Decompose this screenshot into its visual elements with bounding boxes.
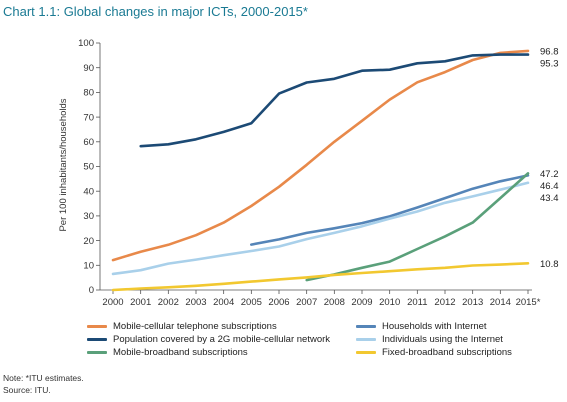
legend-label-households-internet: Households with Internet <box>382 320 487 332</box>
y-axis-label: Per 100 inhabitants/households <box>58 98 69 231</box>
legend-label-mobile-broadband: Mobile-broadband subscriptions <box>113 346 248 358</box>
y-tick-label: 100 <box>78 38 94 49</box>
legend-swatch-mobile-cellular <box>87 324 107 328</box>
legend-item-2g-coverage: Population covered by a 2G mobile-cellul… <box>87 332 330 346</box>
legend-item-households-internet: Households with Internet <box>356 319 487 333</box>
y-tick-label: 70 <box>83 112 94 123</box>
x-tick-label: 2014 <box>490 297 511 308</box>
x-tick-label: 2013 <box>462 297 483 308</box>
end-value-label: 46.4 <box>540 181 559 192</box>
y-tick-label: 20 <box>83 236 94 247</box>
series-line-0 <box>111 49 530 262</box>
x-tick-label: 2004 <box>213 297 234 308</box>
end-value-label: 47.2 <box>540 169 559 180</box>
legend-item-fixed-broadband: Fixed-broadband subscriptions <box>356 345 512 359</box>
x-tick-label: 2002 <box>158 297 179 308</box>
y-axis: 0 10 20 30 40 50 60 70 80 90 100 <box>78 38 101 296</box>
x-tick-label: 2011 <box>407 297 427 308</box>
end-value-label: 43.4 <box>540 193 559 204</box>
legend-label-mobile-cellular: Mobile-cellular telephone subscriptions <box>113 320 277 332</box>
legend-label-fixed-broadband: Fixed-broadband subscriptions <box>382 346 512 358</box>
chart-note: Note: *ITU estimates. <box>3 373 84 383</box>
series-line-3 <box>111 181 530 276</box>
series-line-4 <box>305 172 530 282</box>
x-tick-label: 2009 <box>351 297 372 308</box>
chart-source: Source: ITU. <box>3 385 51 395</box>
x-tick-label: 2015* <box>516 297 541 308</box>
y-tick-label: 30 <box>83 211 94 222</box>
y-tick-label: 80 <box>83 88 94 99</box>
x-tick-label: 2001 <box>130 297 151 308</box>
y-tick-label: 60 <box>83 137 94 148</box>
end-labels: 96.895.3 47.246.443.4 10.8 <box>540 46 559 269</box>
series-line-2 <box>250 174 530 246</box>
end-value-label: 96.8 <box>540 46 559 57</box>
legend-label-individuals-internet: Individuals using the Internet <box>382 333 503 345</box>
line-chart: Per 100 inhabitants/households 0 10 20 30 40… <box>58 38 559 308</box>
legend-item-mobile-broadband: Mobile-broadband subscriptions <box>87 345 248 359</box>
x-tick-label: 2005 <box>241 297 262 308</box>
x-tick-label: 2008 <box>324 297 345 308</box>
y-tick-label: 0 <box>89 285 94 296</box>
chart-title: Chart 1.1: Global changes in major ICTs,… <box>3 4 308 19</box>
y-tick-label: 10 <box>83 261 94 272</box>
end-value-label: 10.8 <box>540 259 559 270</box>
x-tick-label: 2012 <box>434 297 455 308</box>
y-tick-label: 40 <box>83 186 94 197</box>
legend-item-individuals-internet: Individuals using the Internet <box>356 332 503 346</box>
end-value-label: 95.3 <box>540 58 559 69</box>
series-line-5 <box>111 261 530 292</box>
x-tick-label: 2003 <box>185 297 206 308</box>
x-tick-label: 2007 <box>296 297 317 308</box>
legend-label-2g-coverage: Population covered by a 2G mobile-cellul… <box>113 333 331 345</box>
legend-swatch-households-internet <box>356 324 376 328</box>
x-axis: 2000 2001 2002 2003 2004 2005 2006 2007 2008 2009… <box>100 289 541 308</box>
legend-swatch-fixed-broadband <box>356 350 376 354</box>
series-line-1 <box>139 53 530 148</box>
x-tick-label: 2010 <box>379 297 400 308</box>
legend-swatch-mobile-broadband <box>87 350 107 354</box>
legend-item-mobile-cellular: Mobile-cellular telephone subscriptions <box>87 319 277 333</box>
y-tick-label: 90 <box>83 63 94 74</box>
legend-swatch-individuals-internet <box>356 337 376 341</box>
x-tick-label: 2000 <box>102 297 123 308</box>
y-tick-label: 50 <box>83 162 94 173</box>
series-lines <box>111 49 530 292</box>
x-tick-label: 2006 <box>268 297 289 308</box>
legend-swatch-2g-coverage <box>87 337 107 341</box>
y-axis-label-group: Per 100 inhabitants/households <box>58 98 69 231</box>
